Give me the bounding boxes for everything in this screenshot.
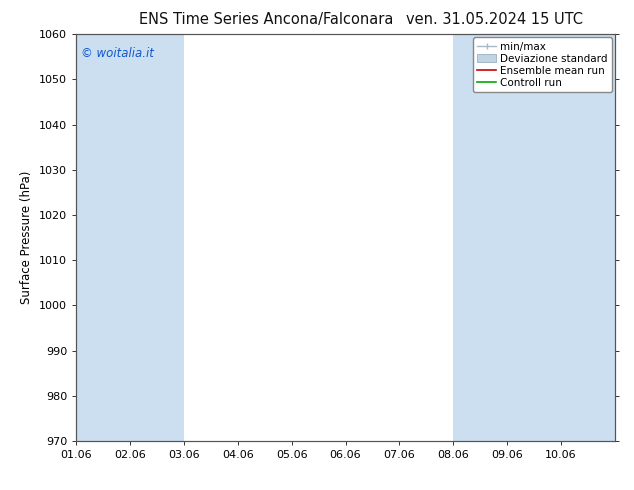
Bar: [130, 34, 184, 441]
Text: ven. 31.05.2024 15 UTC: ven. 31.05.2024 15 UTC: [406, 12, 583, 27]
Bar: [507, 34, 561, 441]
Text: © woitalia.it: © woitalia.it: [81, 47, 154, 59]
Legend: min/max, Deviazione standard, Ensemble mean run, Controll run: min/max, Deviazione standard, Ensemble m…: [473, 37, 612, 92]
Text: ENS Time Series Ancona/Falconara: ENS Time Series Ancona/Falconara: [139, 12, 394, 27]
Bar: [561, 34, 615, 441]
Y-axis label: Surface Pressure (hPa): Surface Pressure (hPa): [20, 171, 34, 304]
Bar: [76, 34, 130, 441]
Bar: [453, 34, 507, 441]
